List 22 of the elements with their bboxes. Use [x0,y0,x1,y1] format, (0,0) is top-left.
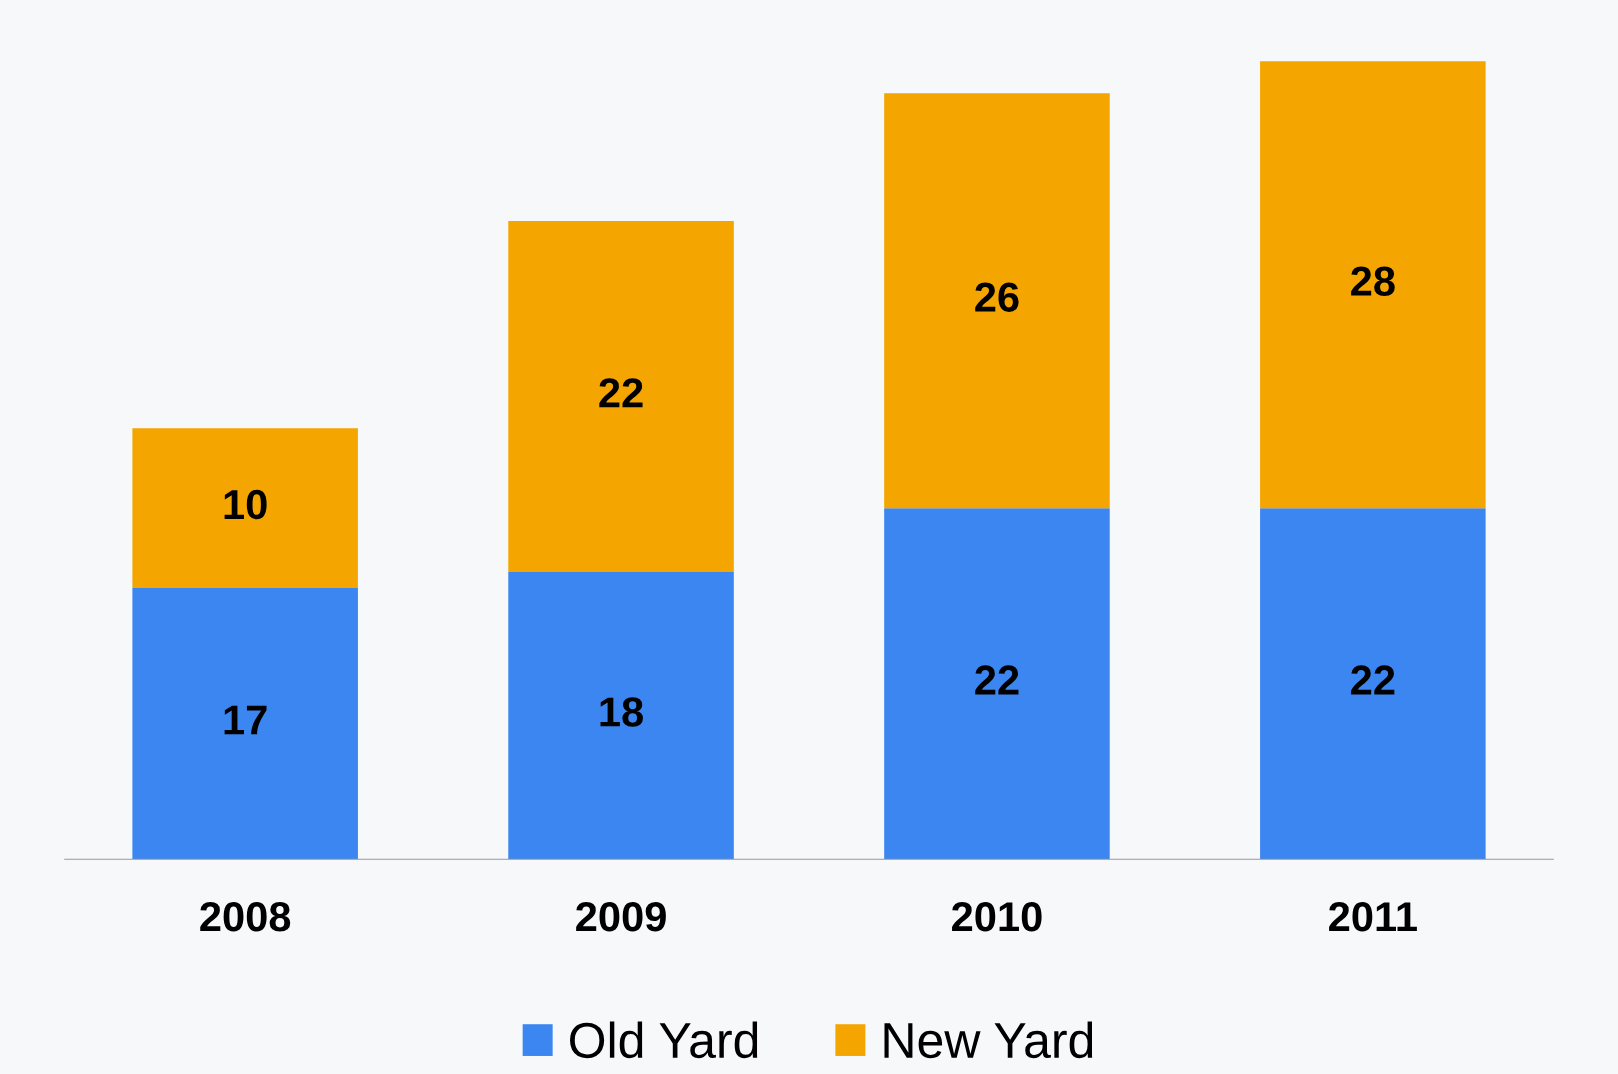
bar [884,508,1110,860]
bar [508,571,734,860]
data-label: 22 [599,378,643,408]
bar [132,428,358,588]
x-tick-label: 2009 [576,901,666,932]
data-label: 10 [224,489,267,520]
bar [508,220,734,572]
bar [132,587,358,860]
x-tick-label: 2008 [200,901,291,932]
legend-label: Old Yard [570,1021,758,1059]
data-label: 22 [975,665,1019,695]
data-label: 22 [1351,665,1395,695]
bar [1260,61,1486,509]
bar [884,93,1110,509]
x-tick-label: 2011 [1329,901,1417,932]
legend-label: New Yard [884,1021,1093,1059]
data-label: 18 [600,697,643,727]
data-label: 26 [975,282,1019,312]
bar [1260,508,1486,860]
data-label: 28 [1351,266,1395,296]
data-label: 17 [224,705,267,735]
x-tick-label: 2010 [952,901,1042,932]
